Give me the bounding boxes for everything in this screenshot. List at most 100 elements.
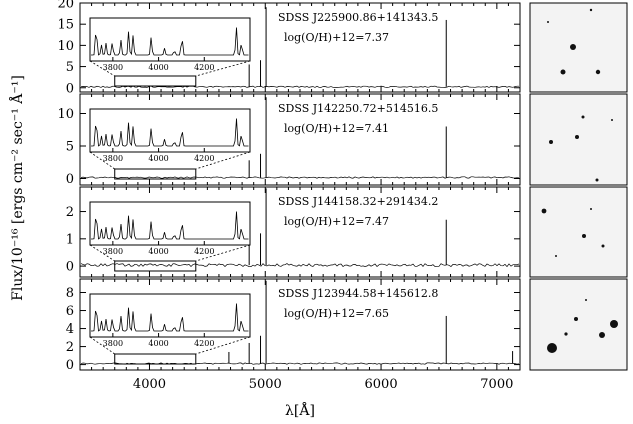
thumbnail-object [570, 44, 576, 50]
spectrum-continuum [80, 85, 519, 88]
zoom-region-box [114, 260, 197, 272]
y-tick-label: 10 [57, 107, 74, 122]
thumbnail-object [610, 320, 618, 328]
thumbnail-object [547, 343, 557, 353]
thumbnail-frame [529, 2, 628, 93]
thumbnail-object [564, 332, 568, 336]
inset-spectrum [91, 303, 249, 332]
object-name: SDSS J142250.72+514516.5 [278, 102, 438, 115]
thumbnail-object [547, 21, 549, 23]
inset-spectrum [91, 27, 249, 56]
zoom-region-box [114, 353, 197, 365]
y-tick-label: 10 [57, 39, 74, 54]
inset-x-tick-label: 4200 [194, 339, 214, 348]
spectrum-panel-4: 0 2 4 6 8 3800 4000 4200 SDSS J123944.58+145612.… [66, 278, 521, 373]
inset-x-tick-label: 4200 [194, 247, 214, 256]
x-axis-title: λ[Å] [285, 401, 315, 419]
thumbnail-object [581, 115, 585, 119]
galaxy-thumbnail-3 [529, 186, 628, 278]
inset-spectrum [91, 211, 249, 240]
thumbnail-object [549, 140, 553, 144]
thumbnail-object [595, 69, 601, 75]
spectrum-panel-1: 0 5 10 15 20 3800 4000 4200 SDSS J225900.86+1413… [57, 0, 521, 96]
y-tick-label: 2 [66, 340, 74, 355]
thumbnail-object [599, 332, 605, 338]
inset-x-tick-label: 4000 [148, 247, 168, 256]
object-name: SDSS J144158.32+291434.2 [278, 195, 438, 208]
y-tick-label: 6 [66, 304, 74, 319]
thumbnail-object [590, 208, 592, 210]
metallicity-label: log(O/H)+12=7.47 [284, 215, 389, 228]
inset-connector [89, 336, 115, 355]
thumbnail-frame [529, 93, 628, 186]
y-tick-label: 0 [66, 260, 74, 275]
inset-frame [89, 293, 251, 338]
object-name: SDSS J123944.58+145612.8 [278, 287, 438, 300]
inset-x-tick-label: 3800 [103, 247, 123, 256]
inset-frame [89, 108, 251, 153]
y-tick-label: 5 [66, 60, 74, 75]
inset-x-tick-label: 4000 [148, 154, 168, 163]
y-tick-label: 0 [66, 358, 74, 373]
galaxy-thumbnails [529, 2, 628, 371]
galaxy-thumbnail-2 [529, 93, 628, 186]
zoom-region-box [114, 75, 197, 87]
y-axis-title: Flux/10⁻¹⁶ [ergs cm⁻² sec⁻¹ Å⁻¹] [8, 75, 26, 301]
inset-spectrum [91, 118, 249, 147]
y-tick-label: 0 [66, 81, 74, 96]
thumbnail-object [601, 244, 605, 248]
thumbnail-object [582, 234, 586, 238]
thumbnail-object [589, 8, 593, 12]
spectrum-continuum [80, 176, 520, 179]
metallicity-label: log(O/H)+12=7.65 [284, 307, 389, 320]
inset-frame [89, 17, 251, 62]
inset-connector [195, 336, 251, 355]
x-tick-label: 6000 [365, 377, 398, 392]
thumbnail-object [541, 208, 547, 214]
spectrum-panel-3: 0 1 2 3800 4000 4200 SDSS J144158.32+291434.2 l… [66, 186, 521, 278]
y-tick-label: 0 [66, 172, 74, 187]
inset-connector [195, 151, 251, 170]
inset-connector [195, 60, 251, 77]
thumbnail-object [585, 299, 587, 301]
y-tick-label: 20 [57, 0, 74, 12]
inset-frame [89, 201, 251, 246]
spectrum-continuum [80, 263, 520, 268]
inset-connector [89, 60, 115, 77]
thumbnail-object [560, 69, 566, 75]
inset-connector [89, 151, 115, 170]
metallicity-label: log(O/H)+12=7.41 [284, 122, 389, 135]
metallicity-label: log(O/H)+12=7.37 [284, 31, 389, 44]
thumbnail-object [575, 135, 579, 139]
inset-x-tick-label: 3800 [103, 154, 123, 163]
galaxy-thumbnail-4 [529, 278, 628, 371]
y-tick-label: 8 [66, 286, 74, 301]
galaxy-thumbnail-1 [529, 2, 628, 93]
thumbnail-object [611, 119, 613, 121]
x-tick-label: 4000 [133, 377, 166, 392]
y-tick-label: 2 [66, 205, 74, 220]
object-name: SDSS J225900.86+141343.5 [278, 11, 438, 24]
thumbnail-frame [529, 186, 628, 278]
thumbnail-object [574, 317, 578, 321]
inset-x-tick-label: 3800 [103, 63, 123, 72]
thumbnail-object [595, 178, 599, 182]
inset-x-tick-label: 4000 [148, 63, 168, 72]
y-tick-label: 15 [57, 18, 74, 33]
zoom-region-box [114, 168, 197, 180]
spectrum-panel-2: 0 5 10 3800 4000 4200 SDSS J142250.72+514516.5… [57, 93, 521, 187]
x-tick-label: 7000 [480, 377, 513, 392]
inset-x-tick-label: 4000 [148, 339, 168, 348]
inset-connector [195, 244, 251, 262]
inset-x-tick-label: 4200 [194, 154, 214, 163]
inset-x-tick-label: 3800 [103, 339, 123, 348]
x-tick-label: 5000 [249, 377, 282, 392]
y-tick-label: 4 [66, 322, 74, 337]
y-tick-label: 1 [66, 232, 74, 247]
y-tick-label: 5 [66, 140, 74, 155]
inset-x-tick-label: 4200 [194, 63, 214, 72]
thumbnail-object [555, 255, 557, 257]
inset-connector [89, 244, 115, 262]
